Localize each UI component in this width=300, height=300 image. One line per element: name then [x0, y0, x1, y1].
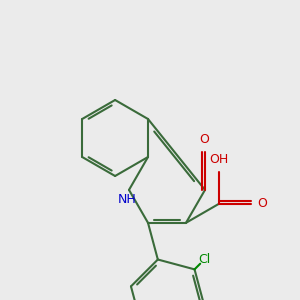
Text: Cl: Cl [198, 253, 211, 266]
Text: O: O [257, 197, 267, 210]
Text: OH: OH [209, 152, 229, 166]
Text: O: O [199, 133, 209, 146]
Text: NH: NH [118, 193, 136, 206]
